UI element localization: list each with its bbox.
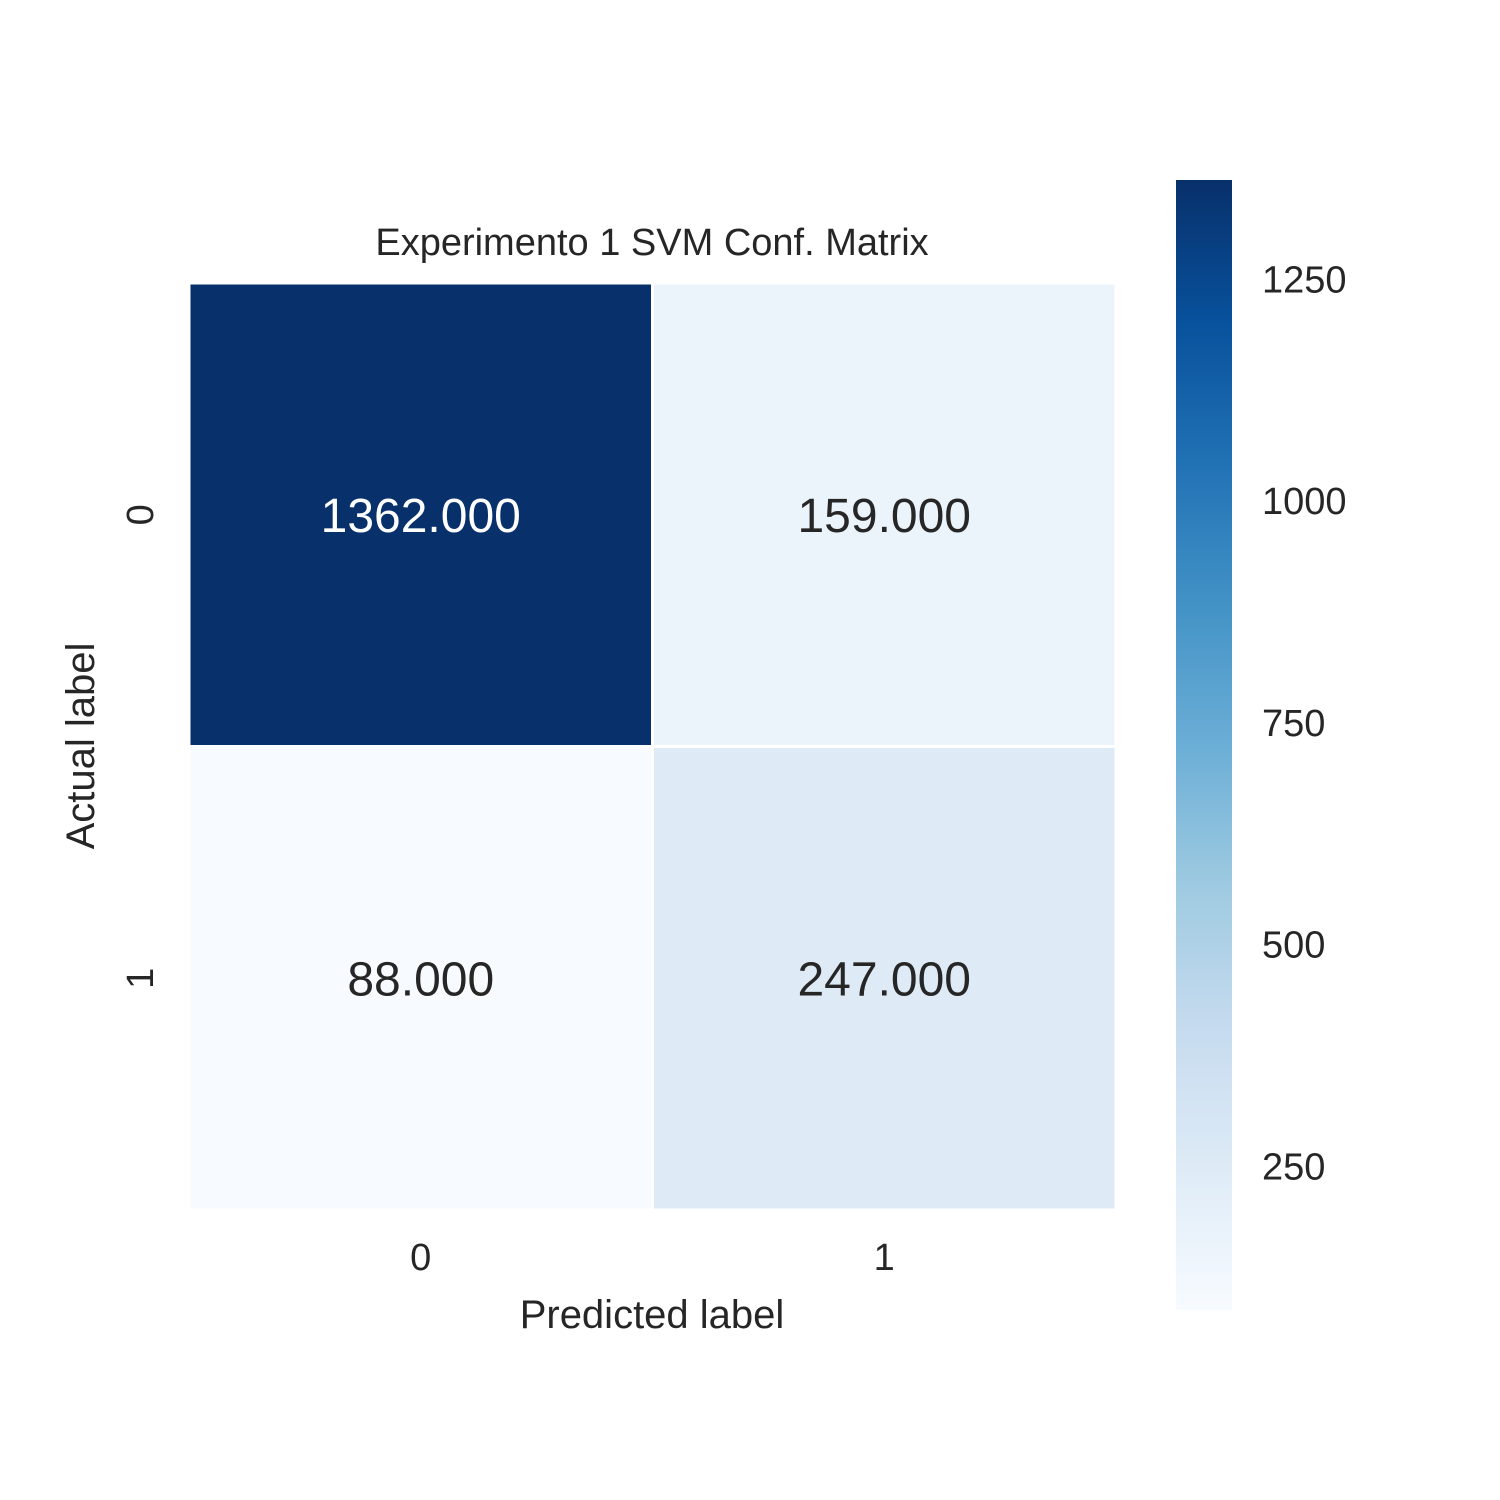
heatmap-cell-0-1 — [651, 281, 1118, 748]
chart-title: Experimento 1 SVM Conf. Matrix — [375, 222, 928, 264]
colorbar-tick-label-2: 750 — [1262, 703, 1325, 745]
x-tick-label-1: 1 — [874, 1237, 895, 1279]
colorbar-tick-labels: 250 500 750 1000 1250 — [1262, 259, 1347, 1188]
colorbar-tick-label-3: 1000 — [1262, 481, 1347, 523]
heatmap-cell-0-0 — [187, 281, 654, 748]
y-tick-label-1: 1 — [120, 968, 162, 989]
colorbar-tick-label-0: 250 — [1262, 1146, 1325, 1188]
colorbar-tick-label-1: 500 — [1262, 925, 1325, 967]
cell-value-label-1-0: 88.000 — [347, 953, 494, 1006]
y-axis-label: Actual label — [59, 643, 103, 850]
x-axis-label: Predicted label — [520, 1293, 785, 1337]
heatmap-cells — [187, 281, 1118, 1212]
heatmap-cell-labels: 1362.000 159.000 88.000 247.000 — [321, 490, 971, 1007]
colorbar-tick-label-4: 1250 — [1262, 259, 1347, 301]
cell-value-label-1-1: 247.000 — [797, 953, 971, 1006]
x-tick-label-0: 0 — [410, 1237, 431, 1279]
y-tick-labels: 01 — [120, 504, 162, 989]
cell-value-label-0-1: 159.000 — [797, 490, 971, 543]
heatmap-cell-1-0 — [187, 745, 654, 1212]
y-tick-label-0: 0 — [120, 504, 162, 525]
cell-value-label-0-0: 1362.000 — [321, 490, 521, 543]
heatmap-cell-1-1 — [651, 745, 1118, 1212]
colorbar — [1176, 180, 1232, 1310]
